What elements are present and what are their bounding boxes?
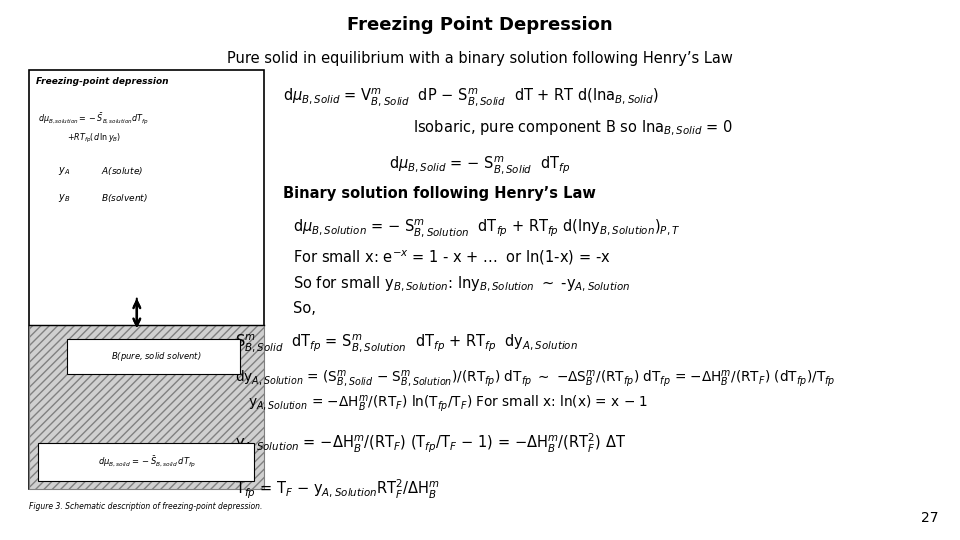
Text: d$\mu_{B,Solution}$ = $-$ S$^m_{B,Solution}$  dT$_{fp}$ + RT$_{fp}$ d(lny$_{B,So: d$\mu_{B,Solution}$ = $-$ S$^m_{B,Soluti… [293, 218, 680, 239]
Text: S$^m_{B,Solid}$  dT$_{fp}$ = S$^m_{B,Solution}$  dT$_{fp}$ + RT$_{fp}$  dy$_{A,S: S$^m_{B,Solid}$ dT$_{fp}$ = S$^m_{B,Solu… [235, 332, 578, 354]
Bar [29, 326, 264, 489]
Text: $y_B$: $y_B$ [58, 192, 70, 204]
Text: Freezing Point Depression: Freezing Point Depression [348, 16, 612, 34]
Text: dy$_{A,Solution}$ = (S$^m_{B,Solid}$ $-$ S$^m_{B,Solution}$)/(RT$_{fp}$) dT$_{fp: dy$_{A,Solution}$ = (S$^m_{B,Solid}$ $-$… [235, 368, 836, 389]
Text: T$_{fp}$ = T$_F$ $-$ y$_{A,Solution}$RT$^2_F$/$\Delta$H$^m_B$: T$_{fp}$ = T$_F$ $-$ y$_{A,Solution}$RT$… [235, 478, 441, 501]
Bar [29, 70, 264, 489]
Text: Binary solution following Henry’s Law: Binary solution following Henry’s Law [283, 186, 596, 201]
Text: $B$(pure, solid solvent): $B$(pure, solid solvent) [110, 350, 202, 363]
Text: Figure 3. Schematic description of freezing-point depression.: Figure 3. Schematic description of freez… [29, 502, 262, 511]
Text: d$\mu_{B,Solid}$ = $-$ S$^m_{B,Solid}$  dT$_{fp}$: d$\mu_{B,Solid}$ = $-$ S$^m_{B,Solid}$ d… [390, 154, 570, 176]
Text: So,: So, [293, 301, 316, 316]
Bar [67, 339, 240, 374]
Text: $y_A$: $y_A$ [58, 165, 70, 177]
Text: Pure solid in equilibrium with a binary solution following Henry’s Law: Pure solid in equilibrium with a binary … [228, 51, 732, 66]
Bar [38, 443, 254, 481]
Text: $+ RT_{fp}(d\,\ln y_B)$: $+ RT_{fp}(d\,\ln y_B)$ [67, 132, 121, 145]
Text: $d\mu_{B,solution} = -\bar{S}_{B,solution}dT_{fp}$: $d\mu_{B,solution} = -\bar{S}_{B,solutio… [38, 111, 149, 126]
Text: Isobaric, pure component B so lna$_{B,Solid}$ = 0: Isobaric, pure component B so lna$_{B,So… [413, 119, 732, 138]
Text: d$\mu_{B,Solid}$ = V$^m_{B,Solid}$  dP $-$ S$^m_{B,Solid}$  dT + RT d(lna$_{B,So: d$\mu_{B,Solid}$ = V$^m_{B,Solid}$ dP $-… [283, 86, 660, 108]
Text: 27: 27 [922, 511, 939, 525]
Text: So for small y$_{B,Solution}$: lny$_{B,Solution}$ $\sim$ -y$_{A,Solution}$: So for small y$_{B,Solution}$: lny$_{B,S… [293, 274, 630, 294]
Text: y$_{A,Solution}$ = $-\Delta$H$^m_B$/(RT$_F$) (T$_{fp}$/T$_F$ $-$ 1) = $-\Delta$H: y$_{A,Solution}$ = $-\Delta$H$^m_B$/(RT$… [235, 432, 626, 455]
Text: y$_{A,Solution}$ = $-\Delta$H$^m_B$/(RT$_F$) ln(T$_{fp}$/T$_F$) For small x: ln(: y$_{A,Solution}$ = $-\Delta$H$^m_B$/(RT$… [248, 394, 648, 415]
Text: For small x: e$^{-x}$ = 1 - x + ...  or ln(1-x) = -x: For small x: e$^{-x}$ = 1 - x + ... or l… [293, 248, 611, 267]
Text: $A$(solute): $A$(solute) [101, 165, 143, 177]
Text: Freezing-point depression: Freezing-point depression [36, 77, 169, 86]
Text: $B$(solvent): $B$(solvent) [101, 192, 148, 204]
Text: $d\mu_{B,solid} = -\bar{S}_{B,solid}\,dT_{fp}$: $d\mu_{B,solid} = -\bar{S}_{B,solid}\,dT… [98, 454, 195, 469]
